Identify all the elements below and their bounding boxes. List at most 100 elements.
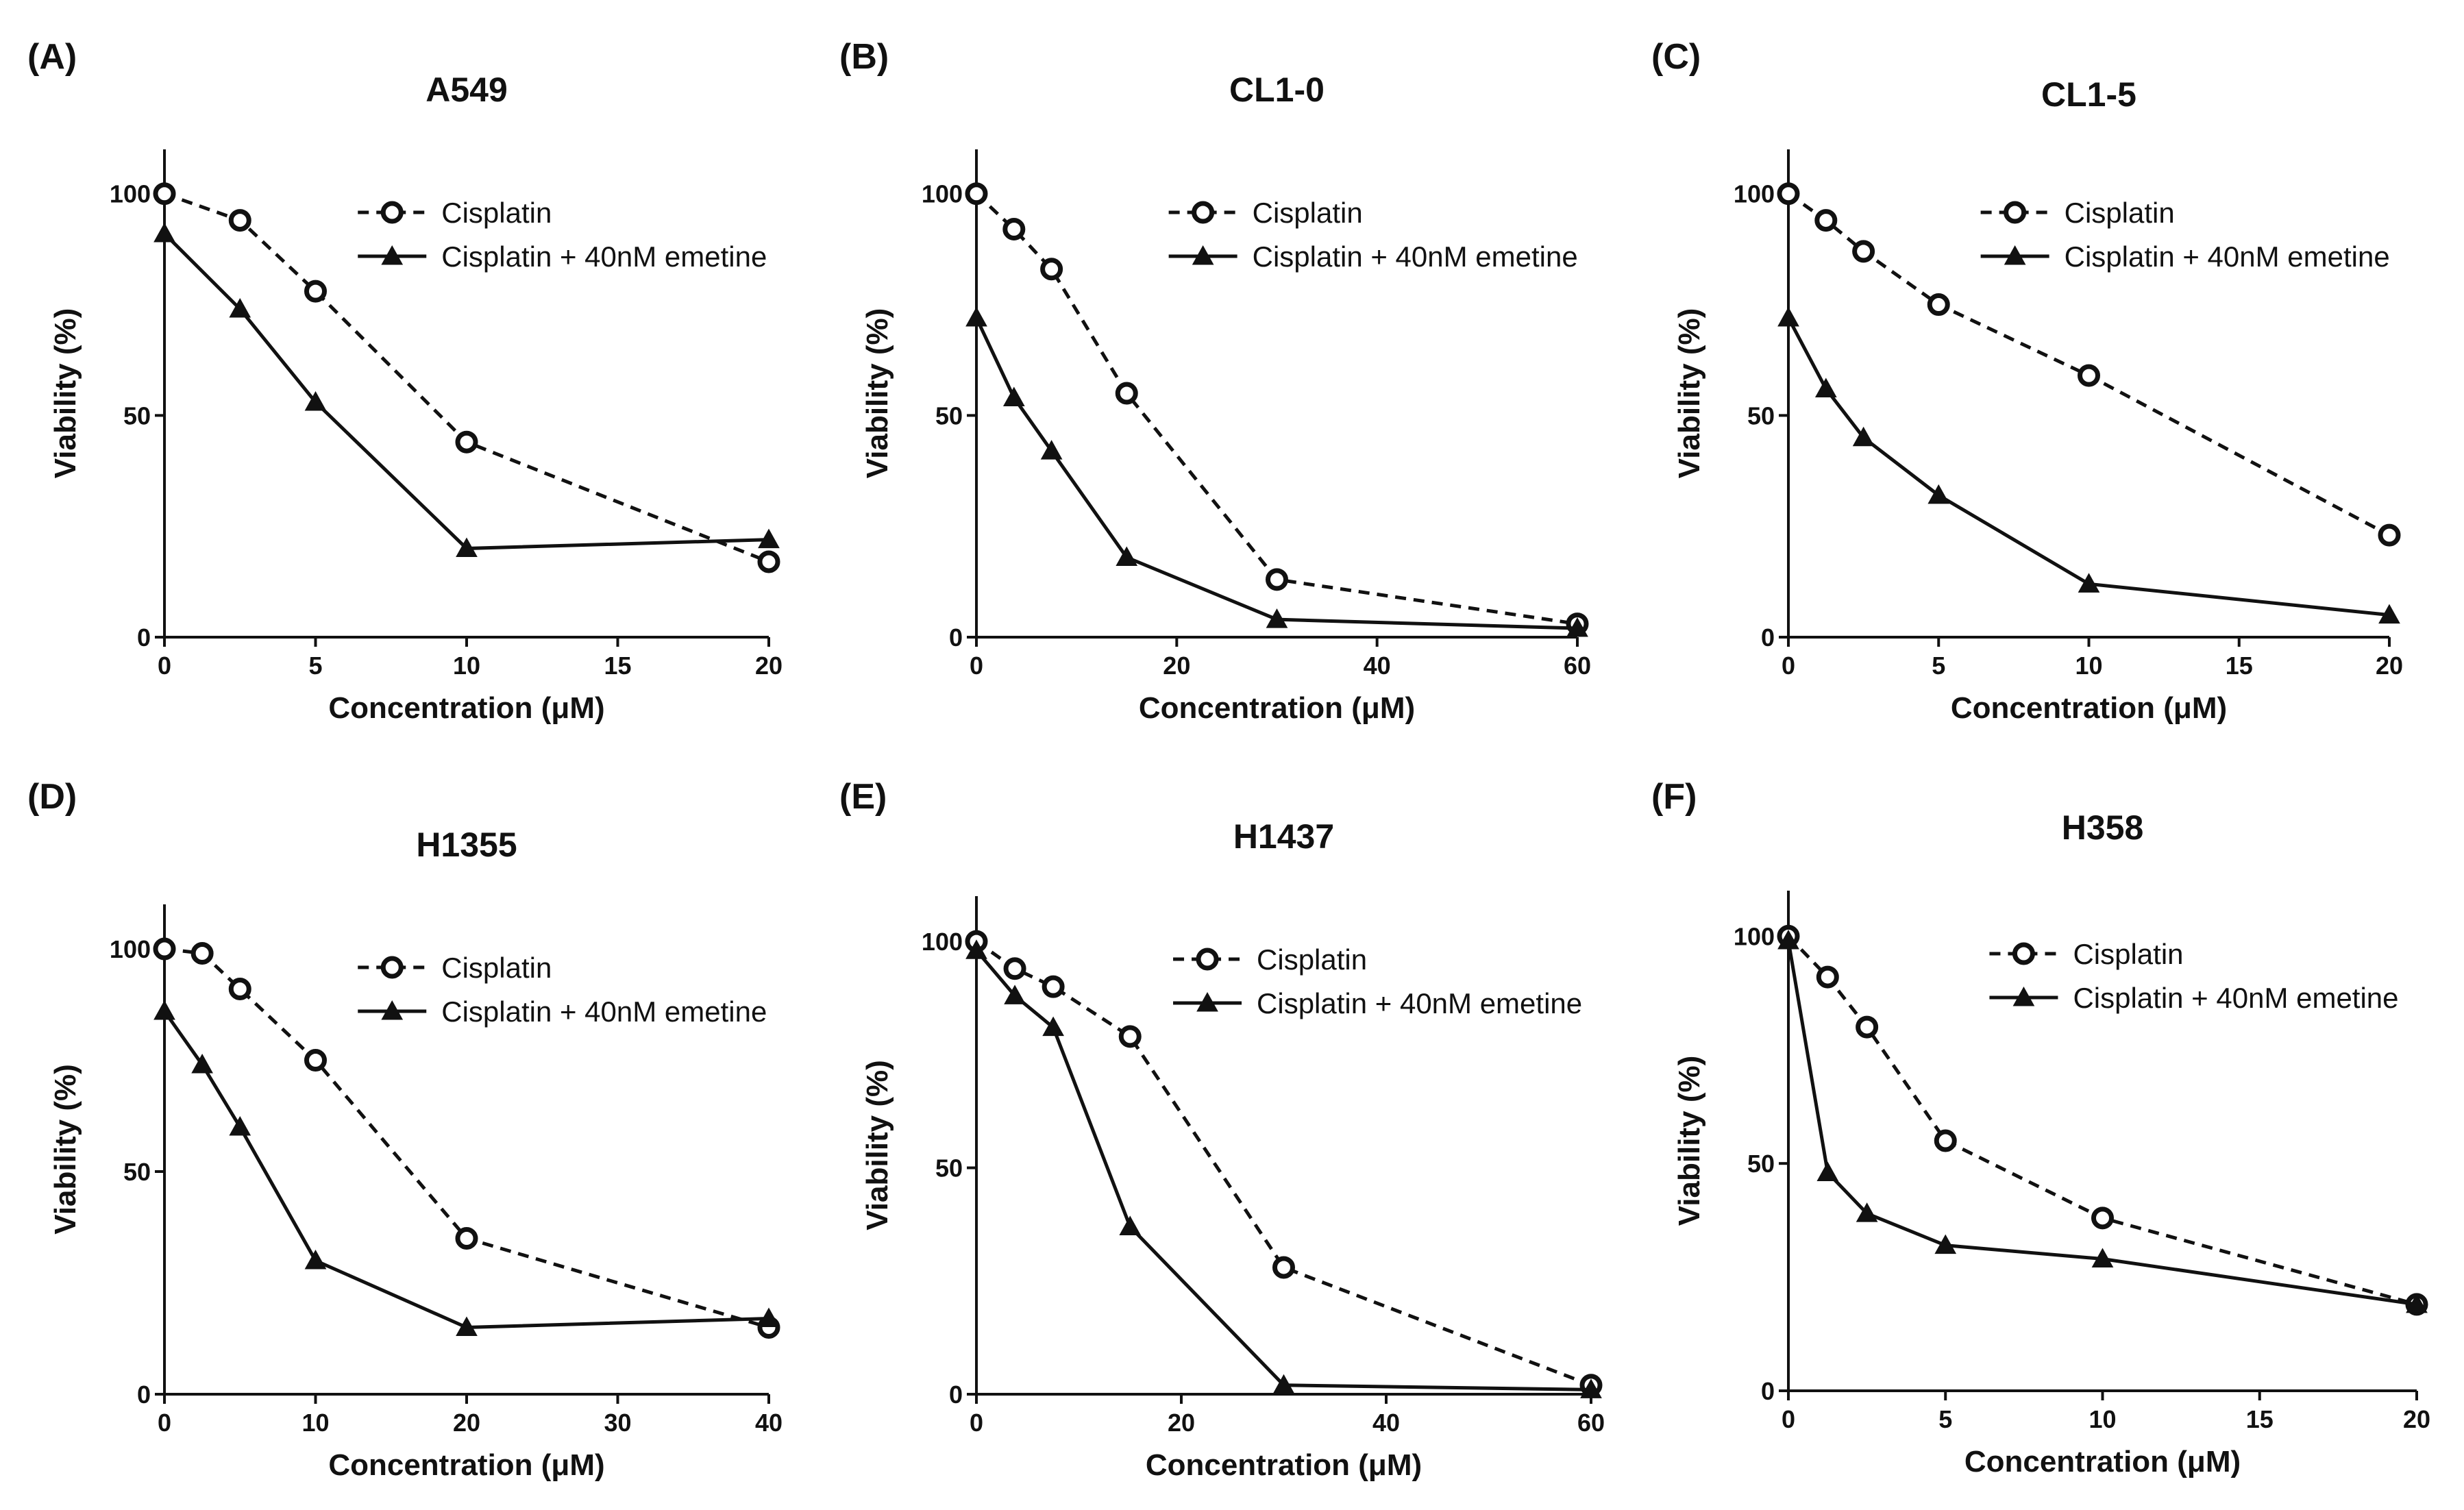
series-line-2: [1786, 940, 2417, 1307]
y-tick-label: 0: [949, 1381, 963, 1409]
data-point-triangle: [2091, 1248, 2114, 1268]
data-point-circle: [2378, 523, 2401, 547]
y-tick-label: 50: [1747, 1150, 1775, 1178]
legend-triangle-icon: [2012, 986, 2035, 1006]
legend-label: Cisplatin: [1253, 197, 1363, 229]
data-point-circle: [1856, 1015, 1879, 1039]
data-point-triangle: [456, 537, 478, 558]
panel-letter: (B): [839, 37, 889, 77]
x-tick-label: 20: [453, 1409, 480, 1437]
data-point-circle: [1003, 957, 1026, 980]
data-point-triangle: [1816, 1161, 1839, 1181]
data-point-circle: [153, 937, 176, 961]
data-point-circle: [190, 942, 214, 965]
legend-triangle-icon: [1192, 245, 1214, 265]
panel-letter: (F): [1651, 777, 1697, 817]
chart-panel-1: (A) A549 0 50 100 0 5 10 15 20 Concentration (μM) V…: [27, 37, 783, 725]
data-point-circle: [455, 430, 478, 454]
legend-circle-icon: [380, 201, 404, 224]
data-point-circle: [1042, 975, 1065, 998]
data-point-triangle: [1002, 386, 1025, 406]
y-axis-label: Viability (%): [861, 308, 894, 479]
y-tick-label: 50: [935, 1154, 963, 1183]
x-tick-label: 15: [604, 652, 631, 680]
y-tick-label: 50: [123, 401, 151, 430]
data-point-triangle: [229, 297, 251, 318]
x-tick-label: 60: [1564, 652, 1591, 680]
data-point-triangle: [1852, 426, 1875, 447]
data-point-triangle: [1116, 546, 1138, 566]
x-tick-label: 15: [2246, 1405, 2274, 1433]
legend-circle-icon: [1192, 201, 1215, 224]
y-tick-label: 100: [110, 180, 151, 208]
data-point-triangle: [191, 1053, 213, 1074]
chart-title: H1355: [416, 826, 517, 864]
y-tick-label: 100: [1734, 922, 1775, 950]
data-point-triangle: [1814, 378, 1837, 398]
legend-circle-icon: [2012, 942, 2035, 965]
data-point-triangle: [229, 1115, 251, 1136]
x-tick-label: 20: [1168, 1409, 1195, 1437]
chart-panel-6: (F) H358 0 50 100 0 5 10 15 20 Concentration (μM) V…: [1651, 777, 2430, 1478]
data-point-circle: [1272, 1256, 1295, 1279]
x-tick-label: 10: [301, 1409, 329, 1437]
series-line-2: [163, 232, 769, 551]
chart-title: CL1-5: [2041, 75, 2136, 114]
legend-label: Cisplatin: [441, 952, 552, 984]
data-point-circle: [1816, 965, 1839, 989]
series-line-2: [974, 317, 1578, 630]
x-axis-label: Concentration (μM): [1139, 691, 1415, 725]
legend-triangle-icon: [2004, 245, 2026, 265]
data-point-triangle: [1266, 608, 1288, 628]
data-point-triangle: [153, 1000, 175, 1020]
data-point-triangle: [2078, 573, 2100, 593]
data-point-triangle: [1927, 484, 1950, 504]
data-point-circle: [228, 209, 251, 232]
data-point-triangle: [1777, 306, 1799, 327]
chart-panel-5: (E) H1437 0 50 100 0 20 40 60 Concentration (μM) V…: [839, 777, 1605, 1482]
data-point-circle: [1115, 382, 1138, 405]
chart-title: A549: [426, 71, 508, 109]
legend-label: Cisplatin: [1257, 943, 1367, 976]
data-point-triangle: [304, 391, 327, 411]
x-tick-label: 10: [453, 652, 480, 680]
x-axis-label: Concentration (μM): [1146, 1448, 1422, 1482]
y-axis-label: Viability (%): [49, 1064, 82, 1235]
x-tick-label: 20: [1163, 652, 1190, 680]
x-tick-label: 40: [755, 1409, 783, 1437]
series-line-2: [162, 1010, 769, 1330]
legend-label: Cisplatin + 40nM emetine: [2065, 240, 2390, 273]
legend-label: Cisplatin + 40nM emetine: [441, 995, 767, 1028]
x-tick-label: 60: [1577, 1409, 1605, 1437]
legend-circle-icon: [380, 956, 404, 979]
series-line-2: [975, 949, 1592, 1391]
data-point-circle: [304, 1049, 327, 1072]
x-axis-label: Concentration (μM): [1951, 691, 2227, 725]
x-tick-label: 40: [1364, 652, 1391, 680]
x-tick-label: 5: [1932, 652, 1945, 680]
y-axis-label: Viability (%): [1673, 308, 1706, 479]
data-point-circle: [965, 182, 988, 206]
data-point-circle: [2091, 1206, 2114, 1230]
chart-panel-3: (C) CL1-5 0 50 100 0 5 10 15 20 Concentration (μM)…: [1651, 37, 2403, 725]
legend-label: Cisplatin + 40nM emetine: [1257, 987, 1582, 1019]
data-point-triangle: [2378, 604, 2400, 624]
data-point-circle: [1934, 1129, 1957, 1152]
legend-triangle-icon: [381, 1000, 404, 1020]
legend-label: Cisplatin: [2073, 938, 2183, 970]
x-axis-label: Concentration (μM): [328, 1448, 604, 1482]
chart-title: CL1-0: [1229, 71, 1325, 109]
legend-circle-icon: [1196, 948, 1219, 971]
data-point-triangle: [1119, 1215, 1142, 1235]
data-point-circle: [1777, 182, 1800, 206]
panel-letter: (E): [839, 777, 887, 817]
data-point-circle: [1266, 568, 1288, 591]
y-axis-label: Viability (%): [861, 1060, 894, 1230]
data-point-triangle: [965, 939, 987, 959]
x-tick-label: 0: [970, 1409, 983, 1437]
y-tick-label: 0: [137, 623, 151, 652]
y-tick-label: 50: [1747, 401, 1775, 430]
x-tick-label: 10: [2075, 652, 2102, 680]
data-point-triangle: [2406, 1293, 2428, 1313]
y-axis-label: Viability (%): [1673, 1056, 1706, 1226]
